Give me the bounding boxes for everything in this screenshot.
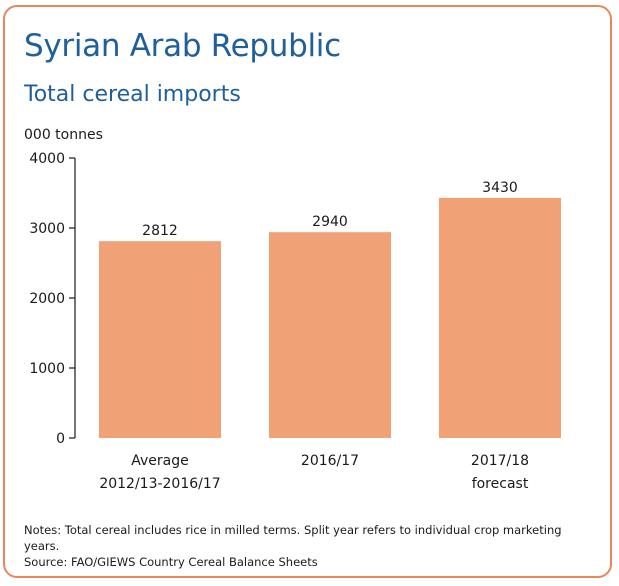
chart-notes: Notes: Total cereal includes rice in mil…: [24, 523, 562, 553]
y-tick-label: 2000: [29, 291, 65, 307]
x-category-label: 2016/17: [301, 453, 359, 469]
x-category-label: 2017/18: [471, 453, 529, 469]
x-category-label: 2012/13-2016/17: [99, 476, 220, 492]
chart-subtitle: Total cereal imports: [24, 82, 241, 107]
bar: [99, 241, 221, 438]
bars: 2812 2940 3430: [99, 180, 561, 438]
x-category-label: forecast: [472, 476, 529, 492]
y-axis-label: 000 tonnes: [24, 127, 103, 143]
y-axis: 0 1000 2000 3000 4000: [29, 151, 76, 447]
bar: [439, 197, 561, 438]
bar-value-label: 3430: [482, 180, 518, 196]
chart-source: Source: FAO/GIEWS Country Cereal Balance…: [24, 555, 318, 569]
category-labels: Average 2012/13-2016/17 2016/17 2017/18 fore…: [99, 453, 529, 492]
x-category-label: Average: [131, 453, 189, 469]
chart-title: Syrian Arab Republic: [24, 28, 341, 64]
y-tick-label: 3000: [29, 221, 65, 237]
y-tick-label: 4000: [29, 151, 65, 167]
bar-value-label: 2940: [312, 214, 348, 230]
y-tick-label: 0: [56, 431, 65, 447]
y-tick-label: 1000: [29, 361, 65, 377]
bar-value-label: 2812: [142, 223, 178, 239]
bar: [269, 232, 391, 438]
